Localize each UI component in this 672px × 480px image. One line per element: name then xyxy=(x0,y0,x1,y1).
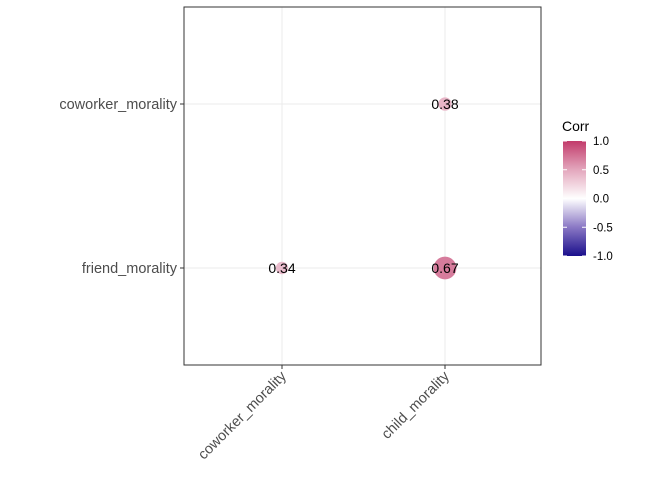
panel-border xyxy=(183,6,542,366)
corr-legend: Corr 1.0 0.5 0.0 -0.5 -1.0 xyxy=(562,118,613,263)
corr-value-label-3: 0.67 xyxy=(431,260,458,276)
value-labels: 0.38 0.34 0.67 xyxy=(268,96,458,276)
legend-tick-label-3: -0.5 xyxy=(593,222,613,234)
y-axis: friend_morality coworker_morality xyxy=(59,97,184,277)
x-axis: coworker_morality child_morality xyxy=(195,365,453,463)
legend-ticks: 1.0 0.5 0.0 -0.5 -1.0 xyxy=(563,136,613,263)
legend-title: Corr xyxy=(562,118,590,134)
y-tick-label-1: coworker_morality xyxy=(59,97,177,113)
legend-tick-label-0: 1.0 xyxy=(593,136,609,148)
panel-background xyxy=(184,7,541,365)
plot-panel: 0.38 0.34 0.67 xyxy=(183,6,542,366)
x-tick-label-1: child_morality xyxy=(379,368,454,443)
legend-tick-label-4: -1.0 xyxy=(593,251,613,263)
x-tick-label-0: coworker_morality xyxy=(195,368,290,463)
legend-colorbar xyxy=(563,141,586,256)
correlation-points xyxy=(275,97,457,280)
y-tick-label-0: friend_morality xyxy=(82,261,178,277)
corr-point-2 xyxy=(275,261,289,275)
legend-tick-label-2: 0.0 xyxy=(593,194,609,206)
corr-point-1 xyxy=(438,97,452,111)
corr-point-3 xyxy=(433,256,457,280)
legend-tick-label-1: 0.5 xyxy=(593,165,609,177)
gridlines xyxy=(184,7,541,365)
corr-value-label-2: 0.34 xyxy=(268,260,295,276)
corr-value-label-1: 0.38 xyxy=(431,96,458,112)
